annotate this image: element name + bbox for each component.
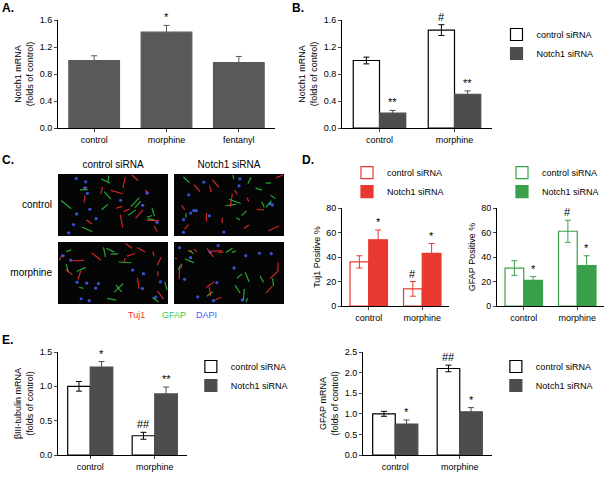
svg-text:80: 80 <box>481 203 491 213</box>
svg-text:1.5: 1.5 <box>40 347 53 357</box>
svg-text:1.2: 1.2 <box>40 42 53 52</box>
svg-text:40: 40 <box>326 252 336 262</box>
svg-text:Notch1 siRNA: Notch1 siRNA <box>231 381 288 391</box>
svg-text:control: control <box>355 313 382 323</box>
svg-text:*: * <box>584 242 589 254</box>
svg-text:0.0: 0.0 <box>345 450 358 460</box>
svg-text:0.5: 0.5 <box>40 416 53 426</box>
svg-text:Tuj1: Tuj1 <box>128 310 145 320</box>
svg-text:*: * <box>429 230 434 242</box>
svg-text:*: * <box>99 348 104 360</box>
svg-text:GFAP mRNA(folds of control): GFAP mRNA(folds of control) <box>318 371 340 436</box>
svg-text:control: control <box>382 462 409 472</box>
svg-text:0.0: 0.0 <box>40 450 53 460</box>
svg-text:DAPI: DAPI <box>196 310 217 320</box>
svg-text:*: * <box>376 216 381 228</box>
svg-text:control: control <box>77 462 104 472</box>
svg-text:0.8: 0.8 <box>324 69 337 79</box>
svg-text:Tuj1 Positive %: Tuj1 Positive % <box>312 226 322 288</box>
svg-text:Notch1 mRNA(folds of control): Notch1 mRNA(folds of control) <box>297 42 319 107</box>
svg-text:1.0: 1.0 <box>345 409 358 419</box>
svg-text:0.0: 0.0 <box>40 123 53 133</box>
svg-text:2.0: 2.0 <box>345 368 358 378</box>
svg-text:morphine: morphine <box>10 267 52 278</box>
svg-text:#: # <box>564 206 571 218</box>
svg-text:control: control <box>22 199 52 210</box>
svg-text:morphine: morphine <box>403 313 441 323</box>
svg-text:*: * <box>404 406 409 418</box>
svg-text:40: 40 <box>481 252 491 262</box>
svg-text:control siRNA: control siRNA <box>537 30 592 40</box>
svg-text:morphine: morphine <box>558 313 596 323</box>
svg-text:GFAP: GFAP <box>162 310 186 320</box>
svg-text:0.5: 0.5 <box>345 430 358 440</box>
svg-text:morphine: morphine <box>441 462 479 472</box>
svg-text:2.5: 2.5 <box>345 347 358 357</box>
svg-text:morphine: morphine <box>136 462 174 472</box>
html-text:E.: E. <box>2 333 14 347</box>
svg-text:Notch1 siRNA: Notch1 siRNA <box>536 381 593 391</box>
svg-text:control siRNA: control siRNA <box>387 168 442 178</box>
svg-text:control: control <box>510 313 537 323</box>
svg-text:Notch1 siRNA: Notch1 siRNA <box>542 187 599 197</box>
svg-text:control siRNA: control siRNA <box>231 362 286 372</box>
svg-text:Notch1 siRNA: Notch1 siRNA <box>387 187 444 197</box>
svg-text:60: 60 <box>326 228 336 238</box>
svg-text:#: # <box>409 268 416 280</box>
html-text:B.: B. <box>292 1 304 15</box>
svg-text:morphine: morphine <box>148 135 186 145</box>
svg-text:1.5: 1.5 <box>345 388 358 398</box>
svg-text:80: 80 <box>326 203 336 213</box>
svg-text:Notch1 mRNA(folds of control): Notch1 mRNA(folds of control) <box>13 42 35 107</box>
svg-text:#: # <box>438 11 445 23</box>
svg-text:0: 0 <box>486 301 491 311</box>
svg-text:control: control <box>81 135 108 145</box>
svg-text:0.4: 0.4 <box>324 96 337 106</box>
svg-text:*: * <box>164 11 169 23</box>
svg-text:60: 60 <box>481 228 491 238</box>
svg-text:**: ** <box>463 77 472 89</box>
svg-text:1.6: 1.6 <box>324 15 337 25</box>
svg-text:fentanyl: fentanyl <box>223 135 255 145</box>
svg-text:0.8: 0.8 <box>40 69 53 79</box>
html-text:A.: A. <box>2 1 14 15</box>
svg-text:GFAP Positive %: GFAP Positive % <box>467 223 477 291</box>
html-text:D.: D. <box>302 153 314 167</box>
svg-text:control siRNA: control siRNA <box>542 168 597 178</box>
svg-text:1.6: 1.6 <box>40 15 53 25</box>
svg-text:*: * <box>469 394 474 406</box>
svg-text:0: 0 <box>331 301 336 311</box>
svg-text:control siRNA: control siRNA <box>536 362 591 372</box>
svg-text:1.2: 1.2 <box>324 42 337 52</box>
svg-text:**: ** <box>388 96 397 108</box>
svg-text:##: ## <box>137 418 150 430</box>
svg-text:*: * <box>531 263 536 275</box>
svg-text:##: ## <box>442 351 455 363</box>
svg-text:0.0: 0.0 <box>324 123 337 133</box>
svg-text:20: 20 <box>481 277 491 287</box>
svg-text:morphine: morphine <box>436 135 474 145</box>
svg-text:Notch1 siRNA: Notch1 siRNA <box>198 159 261 170</box>
svg-text:20: 20 <box>326 277 336 287</box>
svg-text:control: control <box>366 135 393 145</box>
svg-text:0.4: 0.4 <box>40 96 53 106</box>
html-text:C.: C. <box>2 153 14 167</box>
svg-text:1.0: 1.0 <box>40 381 53 391</box>
svg-text:control siRNA: control siRNA <box>82 159 143 170</box>
svg-text:**: ** <box>162 373 171 385</box>
svg-text:Notch1 siRNA: Notch1 siRNA <box>537 49 594 59</box>
svg-text:βIII-tubulin mRNA(folds of con: βIII-tubulin mRNA(folds of control) <box>13 368 35 439</box>
